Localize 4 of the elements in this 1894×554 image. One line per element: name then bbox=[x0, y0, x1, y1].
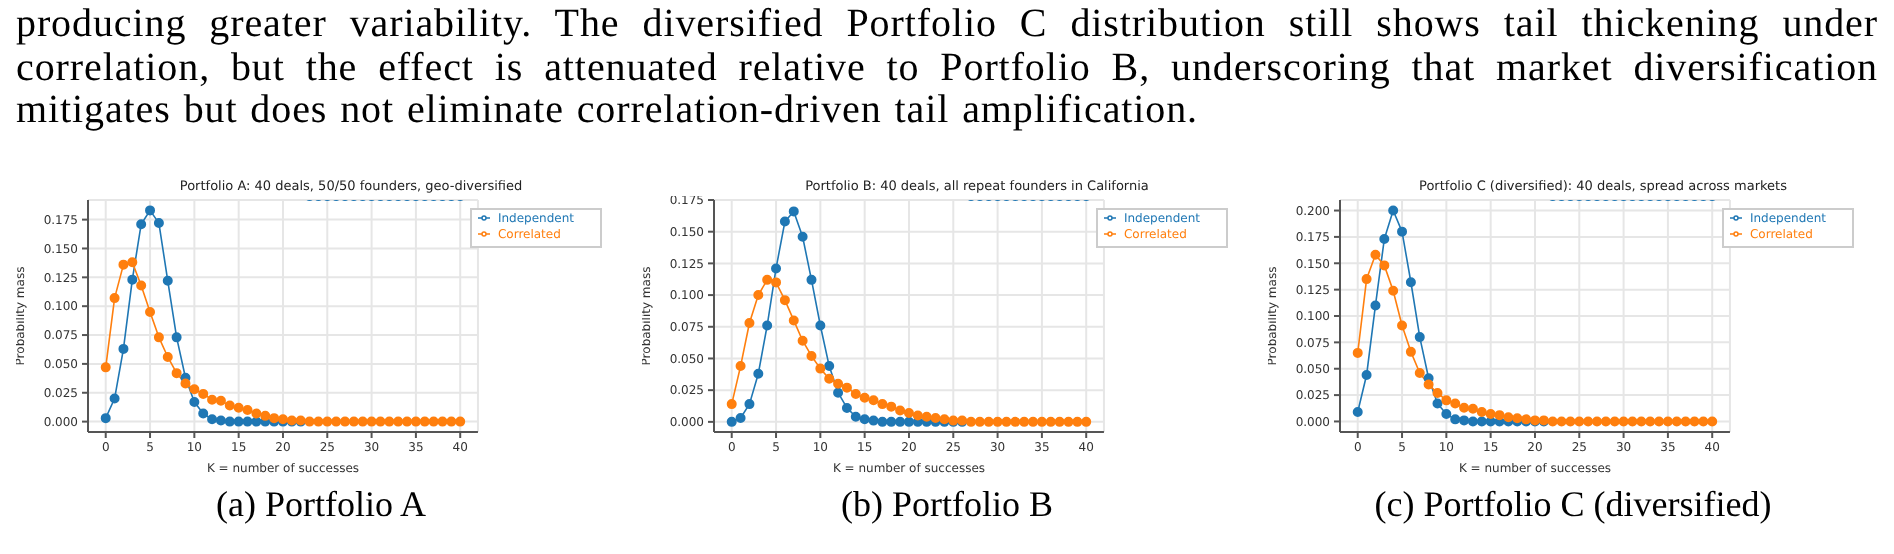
text: producing greater variability. The diversified Portfolio C distribution still shows tail thickening under correlation, but the effect is attenuated relative to Portfolio B, underscoring that market diversification mitigates but does not eliminate correlation-driven tail amplification. bbox=[16, 2, 1878, 133]
text: (a) Portfolio A bbox=[214, 484, 428, 526]
text: (c) Portfolio C (diversified) bbox=[1372, 484, 1774, 526]
text: (b) Portfolio B bbox=[839, 484, 1055, 526]
